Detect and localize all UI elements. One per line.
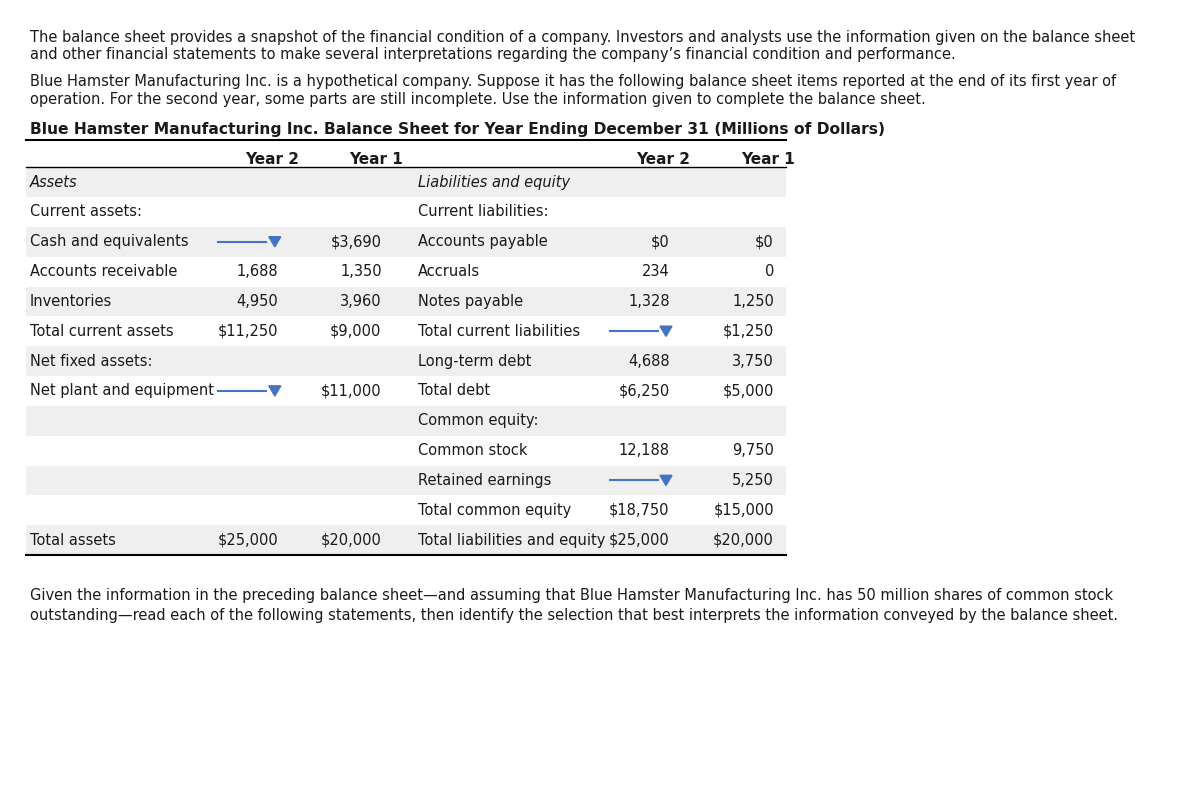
Text: Given the information in the preceding balance sheet—and assuming that Blue Hams: Given the information in the preceding b…	[30, 588, 1114, 603]
Text: Common equity:: Common equity:	[418, 413, 538, 429]
Text: $5,000: $5,000	[722, 383, 774, 399]
Text: Accounts receivable: Accounts receivable	[30, 264, 178, 279]
Text: Year 2: Year 2	[637, 152, 691, 167]
Text: Year 2: Year 2	[246, 152, 300, 167]
Text: outstanding—read each of the following statements, then identify the selection t: outstanding—read each of the following s…	[30, 608, 1118, 623]
Text: Blue Hamster Manufacturing Inc. Balance Sheet for Year Ending December 31 (Milli: Blue Hamster Manufacturing Inc. Balance …	[30, 122, 886, 137]
Text: Notes payable: Notes payable	[418, 294, 523, 309]
FancyBboxPatch shape	[26, 466, 786, 495]
Text: 234: 234	[642, 264, 670, 279]
Text: 1,350: 1,350	[340, 264, 382, 279]
Text: $20,000: $20,000	[713, 532, 774, 548]
Text: $9,000: $9,000	[330, 323, 382, 339]
Polygon shape	[269, 237, 281, 246]
Text: 5,250: 5,250	[732, 473, 774, 488]
FancyBboxPatch shape	[26, 227, 786, 257]
Text: $15,000: $15,000	[713, 502, 774, 518]
Text: 12,188: 12,188	[619, 443, 670, 458]
Text: Net plant and equipment: Net plant and equipment	[30, 383, 214, 399]
Text: 4,688: 4,688	[628, 353, 670, 369]
Text: $3,690: $3,690	[331, 234, 382, 250]
FancyBboxPatch shape	[26, 346, 786, 376]
Text: Current assets:: Current assets:	[30, 204, 142, 220]
Text: and other financial statements to make several interpretations regarding the com: and other financial statements to make s…	[30, 47, 955, 62]
Text: 1,328: 1,328	[628, 294, 670, 309]
Text: $11,250: $11,250	[218, 323, 278, 339]
Text: Common stock: Common stock	[418, 443, 527, 458]
FancyBboxPatch shape	[26, 167, 786, 197]
Polygon shape	[660, 327, 672, 336]
Text: 4,950: 4,950	[236, 294, 278, 309]
Text: $18,750: $18,750	[610, 502, 670, 518]
Text: Total common equity: Total common equity	[418, 502, 571, 518]
Text: Total assets: Total assets	[30, 532, 116, 548]
Text: $6,250: $6,250	[618, 383, 670, 399]
Text: Inventories: Inventories	[30, 294, 113, 309]
Text: Retained earnings: Retained earnings	[418, 473, 551, 488]
Polygon shape	[269, 386, 281, 396]
Text: Current liabilities:: Current liabilities:	[418, 204, 548, 220]
Text: Total current assets: Total current assets	[30, 323, 174, 339]
FancyBboxPatch shape	[26, 525, 786, 555]
FancyBboxPatch shape	[26, 406, 786, 436]
Text: $25,000: $25,000	[608, 532, 670, 548]
Text: $0: $0	[755, 234, 774, 250]
Text: 1,688: 1,688	[236, 264, 278, 279]
Text: Total debt: Total debt	[418, 383, 490, 399]
Text: Total current liabilities: Total current liabilities	[418, 323, 580, 339]
Text: $11,000: $11,000	[320, 383, 382, 399]
Text: Total liabilities and equity: Total liabilities and equity	[418, 532, 605, 548]
Text: Long-term debt: Long-term debt	[418, 353, 530, 369]
Text: Accruals: Accruals	[418, 264, 480, 279]
FancyBboxPatch shape	[26, 287, 786, 316]
Text: operation. For the second year, some parts are still incomplete. Use the informa: operation. For the second year, some par…	[30, 92, 925, 107]
Text: 1,250: 1,250	[732, 294, 774, 309]
Polygon shape	[660, 476, 672, 485]
Text: 0: 0	[764, 264, 774, 279]
Text: 9,750: 9,750	[732, 443, 774, 458]
Text: $20,000: $20,000	[320, 532, 382, 548]
Text: $25,000: $25,000	[217, 532, 278, 548]
Text: $1,250: $1,250	[722, 323, 774, 339]
Text: Net fixed assets:: Net fixed assets:	[30, 353, 152, 369]
Text: Liabilities and equity: Liabilities and equity	[418, 174, 570, 190]
Text: 3,960: 3,960	[340, 294, 382, 309]
Text: Accounts payable: Accounts payable	[418, 234, 547, 250]
Text: Blue Hamster Manufacturing Inc. is a hypothetical company. Suppose it has the fo: Blue Hamster Manufacturing Inc. is a hyp…	[30, 74, 1116, 89]
Text: Cash and equivalents: Cash and equivalents	[30, 234, 188, 250]
Text: Assets: Assets	[30, 174, 78, 190]
Text: Year 1: Year 1	[742, 152, 794, 167]
Text: $0: $0	[650, 234, 670, 250]
Text: 3,750: 3,750	[732, 353, 774, 369]
Text: Year 1: Year 1	[349, 152, 402, 167]
Text: The balance sheet provides a snapshot of the financial condition of a company. I: The balance sheet provides a snapshot of…	[30, 30, 1135, 45]
